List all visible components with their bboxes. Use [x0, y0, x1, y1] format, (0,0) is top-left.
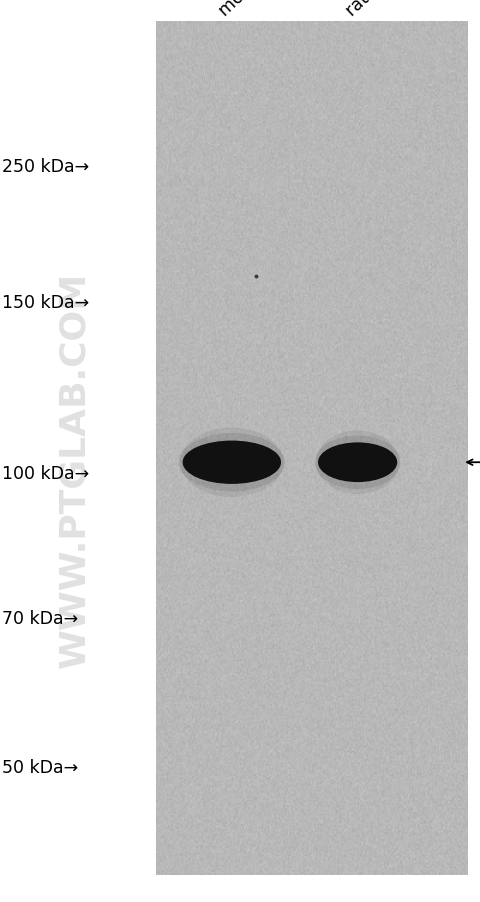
- Text: 70 kDa→: 70 kDa→: [2, 609, 79, 627]
- Ellipse shape: [179, 434, 285, 492]
- Text: 100 kDa→: 100 kDa→: [2, 465, 90, 483]
- Text: 250 kDa→: 250 kDa→: [2, 158, 90, 176]
- Ellipse shape: [315, 436, 400, 490]
- Text: mouse brain: mouse brain: [216, 0, 308, 20]
- Text: WWW.PTGLAB.COM: WWW.PTGLAB.COM: [58, 272, 91, 667]
- Text: 50 kDa→: 50 kDa→: [2, 758, 79, 776]
- Ellipse shape: [318, 443, 397, 483]
- Ellipse shape: [180, 428, 284, 497]
- Ellipse shape: [182, 441, 281, 484]
- Text: 150 kDa→: 150 kDa→: [2, 293, 90, 311]
- Text: rat brain: rat brain: [343, 0, 410, 20]
- Ellipse shape: [316, 431, 399, 494]
